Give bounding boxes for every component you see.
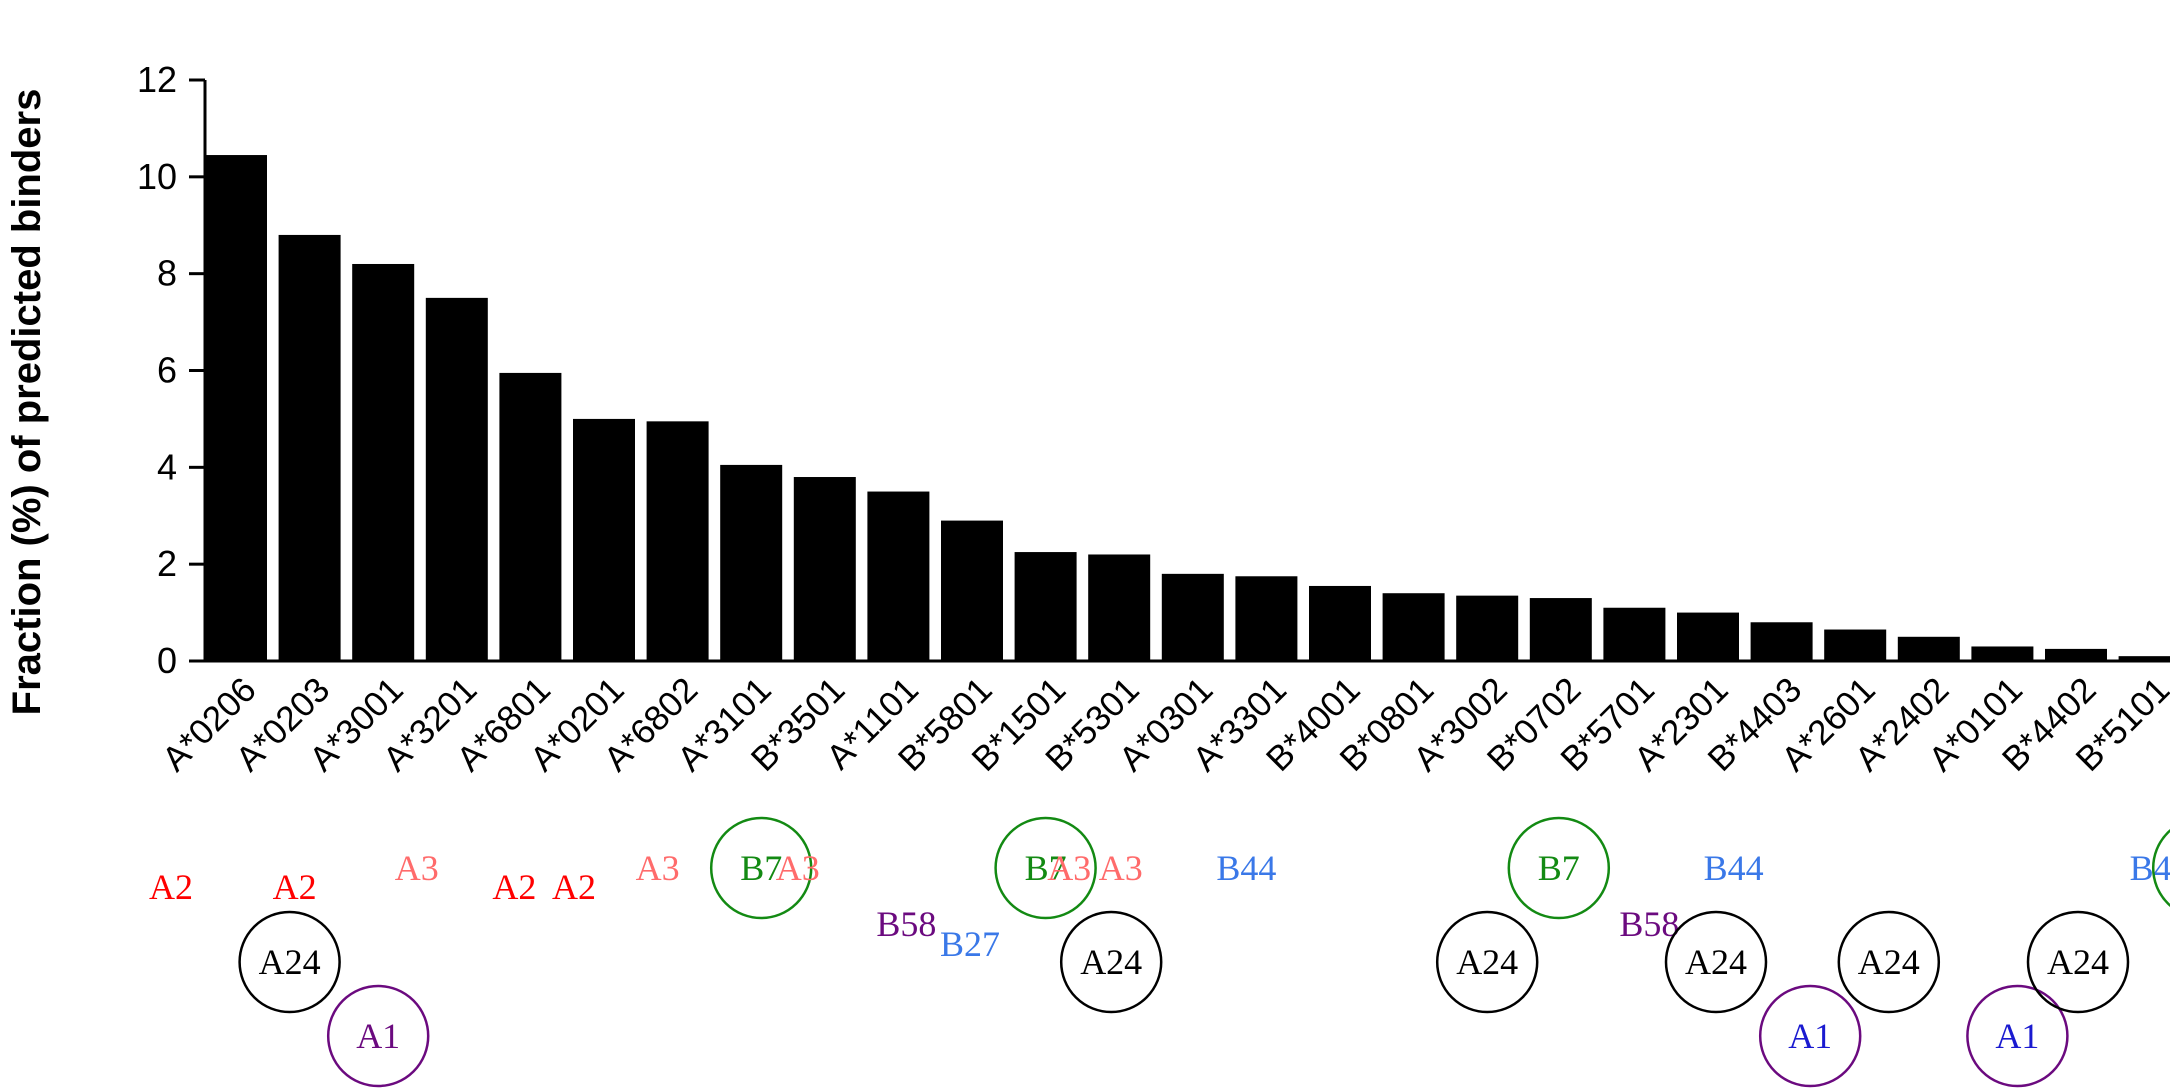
bar xyxy=(867,491,930,661)
supertype-label: A1 xyxy=(1995,1016,2039,1056)
bar xyxy=(1161,573,1224,661)
y-axis: 0 2 4 6 8 10 12 xyxy=(137,59,207,681)
bar xyxy=(1677,612,1739,661)
bar xyxy=(1456,595,1519,661)
supertype-label: A24 xyxy=(1080,942,1142,982)
supertype-label: A24 xyxy=(1685,942,1747,982)
supertype-circle xyxy=(1758,984,1862,1088)
x-axis: A*0206A*0203A*3001A*3201A*6801A*0201A*68… xyxy=(155,659,2170,779)
bar xyxy=(1382,593,1445,661)
supertype-circle xyxy=(2026,910,2130,1014)
supertype-label: A2 xyxy=(552,867,596,907)
bar xyxy=(352,263,415,661)
supertype-label: B44 xyxy=(1216,848,1276,888)
supertype-circle xyxy=(238,910,341,1014)
bar xyxy=(1088,554,1151,661)
supertype-circle xyxy=(1435,910,1539,1014)
supertype-label: A1 xyxy=(1788,1016,1832,1056)
bar xyxy=(1824,629,1887,661)
supertype-label: B7 xyxy=(1025,848,1067,888)
bar xyxy=(1235,576,1298,661)
supertype-circle xyxy=(1059,910,1163,1014)
supertype-label: A2 xyxy=(149,867,193,907)
supertype-circle xyxy=(1507,816,1611,920)
supertype-label: B58 xyxy=(876,904,936,944)
supertype-circle xyxy=(994,816,1097,920)
bar xyxy=(1309,585,1371,661)
supertype-label: A2 xyxy=(273,867,317,907)
bar xyxy=(1014,552,1077,661)
supertype-label: A3 xyxy=(776,848,820,888)
y-tick-label: 12 xyxy=(137,59,177,100)
supertype-label: B7 xyxy=(740,848,782,888)
supertype-circle xyxy=(2151,828,2170,908)
bar xyxy=(1750,622,1813,661)
bar xyxy=(1603,607,1666,661)
supertype-label: A3 xyxy=(1047,848,1091,888)
supertype-circle xyxy=(1664,910,1768,1014)
supertype-label: A1 xyxy=(356,1016,400,1056)
y-tick-label: 4 xyxy=(157,446,177,487)
bar xyxy=(573,418,635,661)
bars xyxy=(205,155,2170,661)
bar xyxy=(499,372,562,661)
bar xyxy=(278,234,341,661)
supertype-circle xyxy=(1837,910,1941,1014)
bar xyxy=(646,421,709,661)
bar xyxy=(2045,648,2107,661)
supertype-label: B44 xyxy=(2130,848,2170,888)
supertype-circle xyxy=(326,984,430,1088)
bar xyxy=(720,464,783,661)
supertype-label: B44 xyxy=(1704,848,1764,888)
bar xyxy=(941,520,1003,661)
y-tick-label: 0 xyxy=(157,640,177,681)
y-tick-label: 6 xyxy=(157,350,177,391)
supertype-label: A3 xyxy=(636,848,680,888)
bar xyxy=(1971,646,2034,661)
supertype-label: B7 xyxy=(1538,848,1580,888)
bar xyxy=(425,297,488,661)
supertype-label: A3 xyxy=(395,848,439,888)
bar xyxy=(205,155,267,661)
y-axis-title: Fraction (%) of predicted binders xyxy=(5,89,49,716)
supertype-circle xyxy=(1966,984,2069,1088)
supertype-label: A24 xyxy=(259,942,321,982)
supertype-label: A3 xyxy=(1099,848,1143,888)
bar xyxy=(1529,598,1592,661)
bar xyxy=(2118,656,2170,661)
y-tick-label: 2 xyxy=(157,543,177,584)
supertype-label: B58 xyxy=(1619,904,1679,944)
supertype-label: A24 xyxy=(2047,942,2109,982)
supertype-label: A24 xyxy=(1858,942,1920,982)
supertype-label: A2 xyxy=(492,867,536,907)
bar xyxy=(1897,636,1960,661)
supertype-circle xyxy=(709,816,813,920)
supertype-label: B27 xyxy=(940,924,1000,964)
bar xyxy=(793,477,856,661)
y-tick-label: 10 xyxy=(137,156,177,197)
supertype-label: A24 xyxy=(1456,942,1518,982)
y-tick-label: 8 xyxy=(157,253,177,294)
